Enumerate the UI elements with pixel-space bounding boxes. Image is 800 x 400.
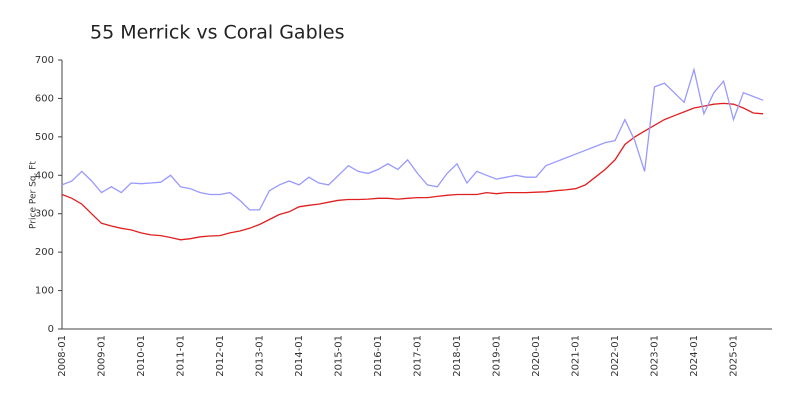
x-tick-label: 2018-01 (452, 335, 463, 377)
x-tick-label: 2009-01 (97, 335, 108, 377)
x-tick-label: 2017-01 (413, 335, 424, 377)
x-tick-label: 2024-01 (689, 335, 700, 377)
series-line (61, 67, 764, 211)
chart-title: 55 Merrick vs Coral Gables (90, 22, 345, 44)
x-tick-label: 2011-01 (176, 335, 187, 377)
y-tick-label: 200 (35, 247, 54, 258)
x-tick-label: 2012-01 (215, 335, 226, 377)
x-tick-label: 2021-01 (571, 335, 582, 377)
y-axis-label: Price Per Sq. Ft (29, 161, 39, 229)
x-tick-label: 2020-01 (531, 335, 542, 377)
x-tick-label: 2019-01 (492, 335, 503, 377)
y-tick-label: 600 (35, 93, 54, 104)
y-tick-label: 0 (48, 324, 54, 335)
x-tick-label: 2022-01 (610, 335, 621, 377)
x-tick-label: 2013-01 (255, 335, 266, 377)
x-tick-label: 2015-01 (334, 335, 345, 377)
y-tick-label: 100 (35, 286, 54, 297)
x-tick-label: 2025-01 (729, 335, 740, 377)
series-line (61, 102, 764, 241)
x-tick-label: 2023-01 (650, 335, 661, 377)
x-tick-label: 2010-01 (136, 335, 147, 377)
y-tick-label: 500 (35, 132, 54, 143)
y-tick-label: 700 (35, 55, 54, 66)
x-tick-label: 2016-01 (373, 335, 384, 377)
x-tick-label: 2014-01 (294, 335, 305, 377)
y-tick-label: 400 (35, 170, 54, 181)
x-tick-label: 2008-01 (57, 335, 68, 377)
y-tick-label: 300 (35, 209, 54, 220)
